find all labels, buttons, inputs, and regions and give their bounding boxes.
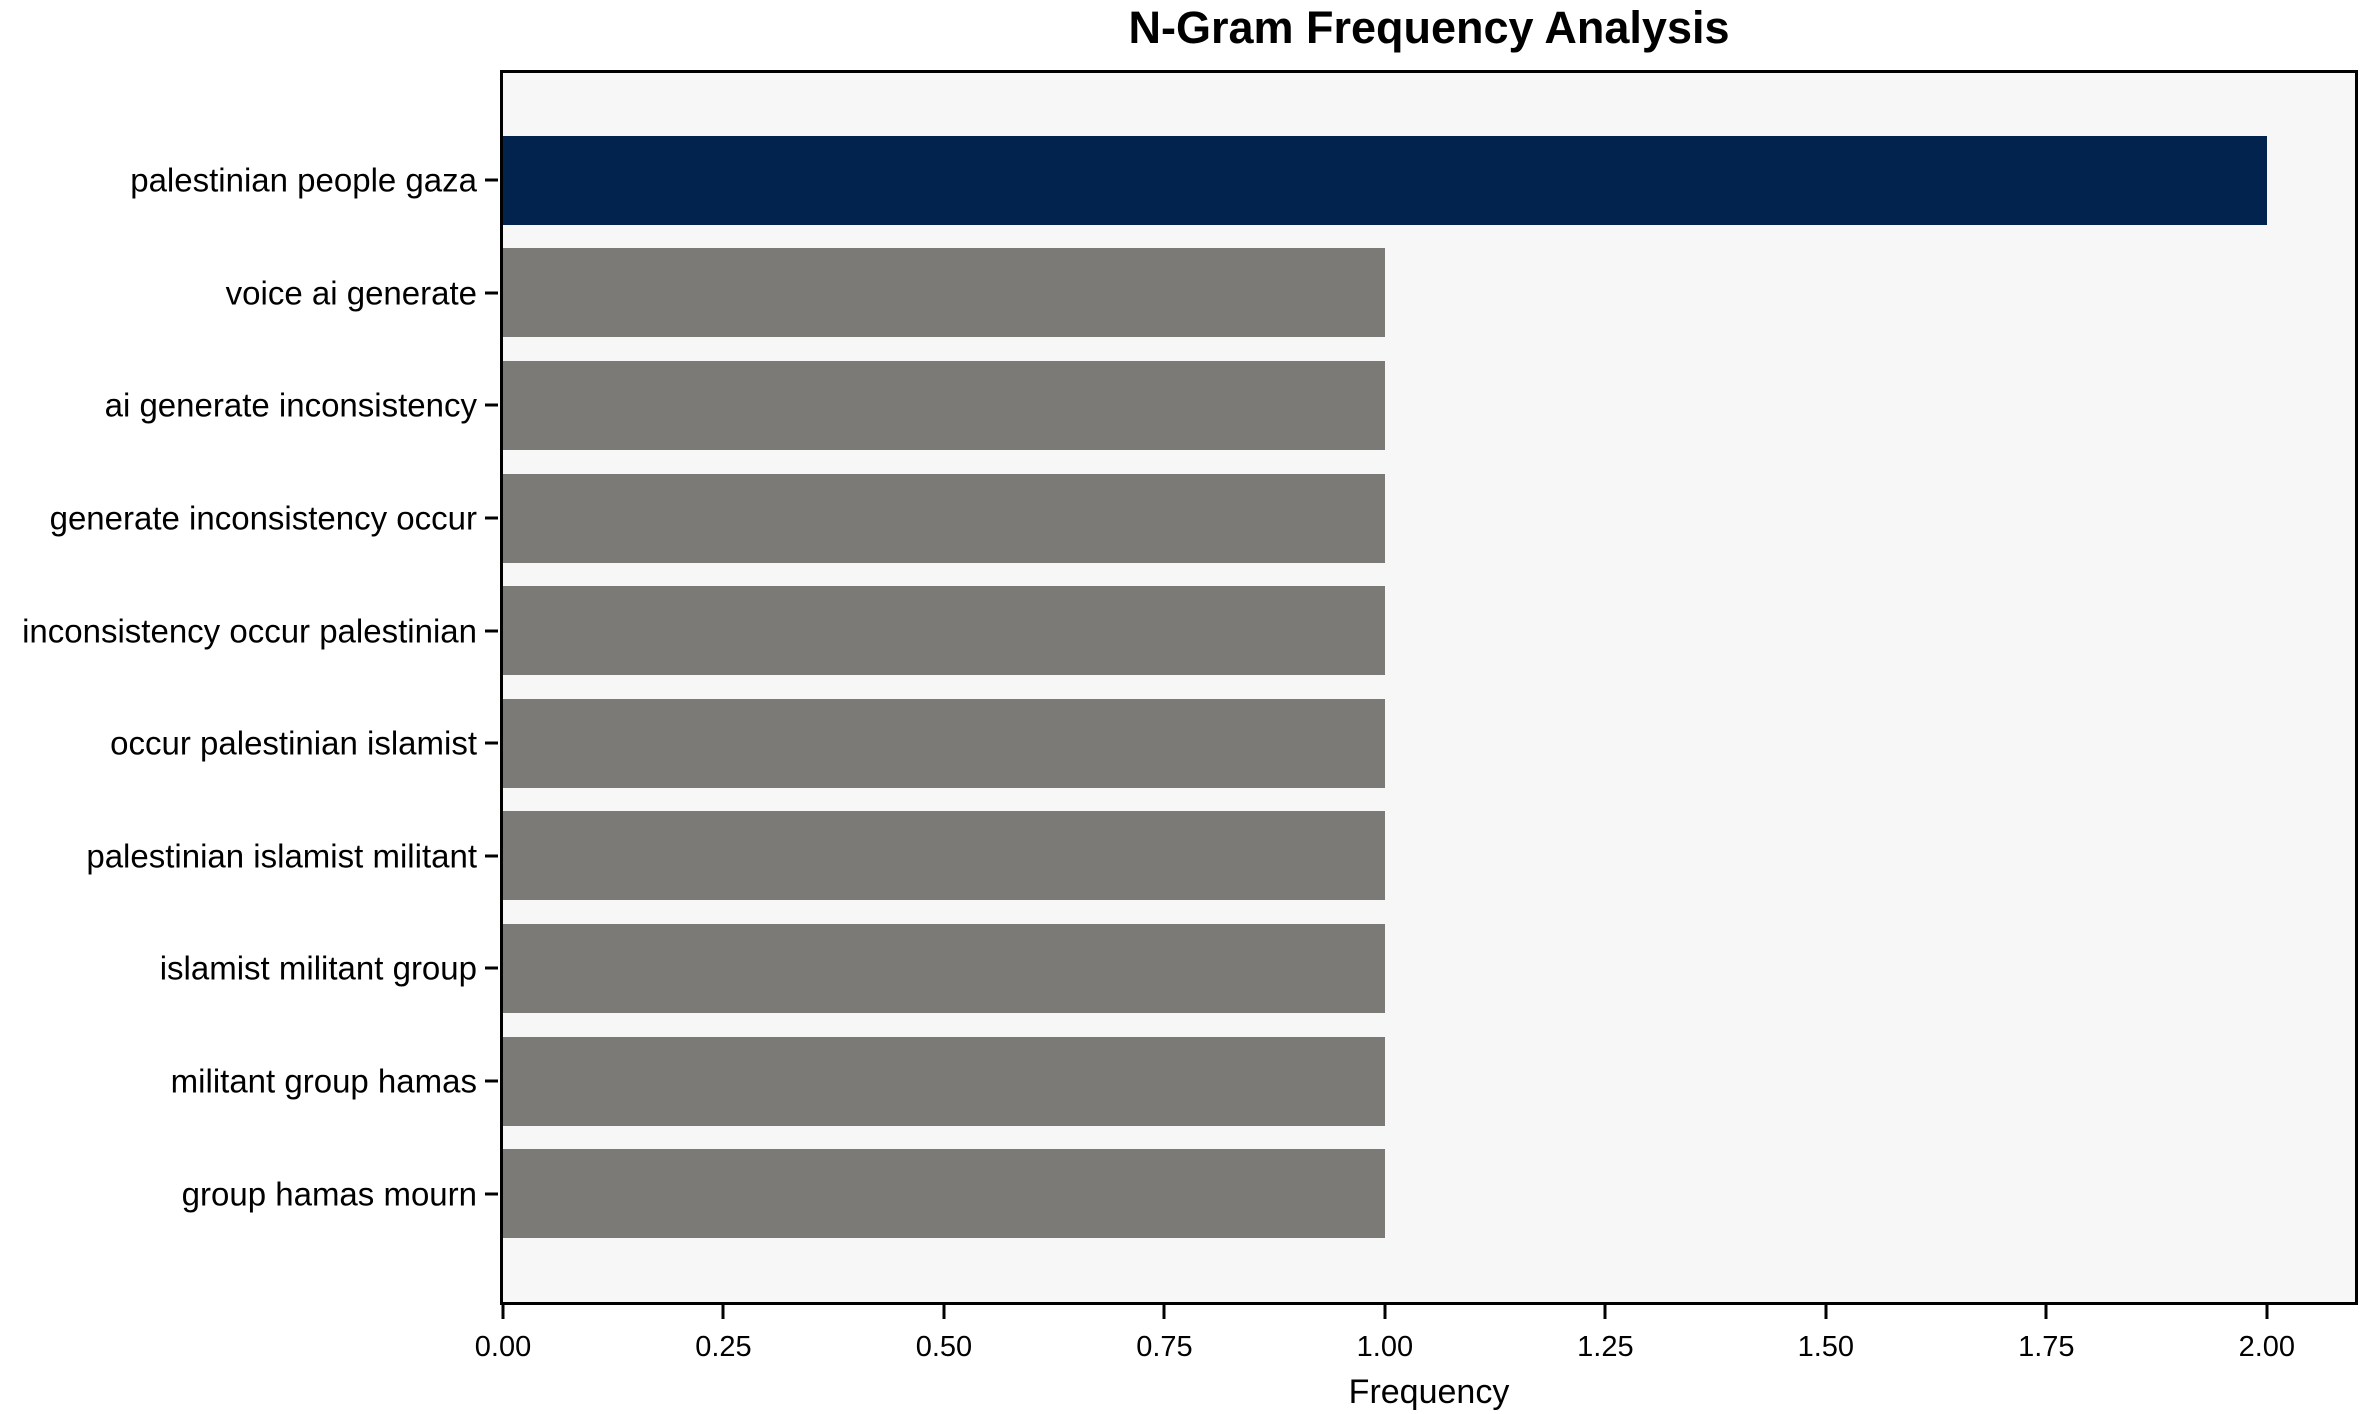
x-tick-label: 0.75 <box>1136 1331 1193 1363</box>
y-tick-mark <box>485 403 498 407</box>
x-tick-label: 1.75 <box>2018 1331 2075 1363</box>
x-tick-label: 0.25 <box>695 1331 752 1363</box>
x-tick-mark <box>2265 1305 2269 1319</box>
bar <box>503 473 1385 563</box>
x-tick-mark <box>942 1305 946 1319</box>
chart-title: N-Gram Frequency Analysis <box>1128 2 1730 53</box>
x-tick-mark <box>1383 1305 1387 1319</box>
bar-row: group hamas mourn <box>182 1137 2355 1250</box>
x-tick-mark <box>501 1305 505 1319</box>
y-tick-label: voice ai generate <box>225 274 477 312</box>
bar <box>503 135 2267 225</box>
x-tick-label: 1.25 <box>1577 1331 1634 1363</box>
x-tick-label: 1.00 <box>1356 1331 1414 1363</box>
y-tick-label: generate inconsistency occur <box>49 499 477 537</box>
bar-row: islamist militant group <box>160 912 2355 1025</box>
y-tick-label: ai generate inconsistency <box>104 386 477 424</box>
y-tick-mark <box>485 741 498 745</box>
x-tick-mark <box>1162 1305 1166 1319</box>
x-tick-label: 0.00 <box>474 1331 532 1363</box>
x-tick-label: 2.00 <box>2238 1331 2296 1363</box>
bar <box>503 1149 1385 1239</box>
x-tick-mark <box>1824 1305 1828 1319</box>
y-tick-label: inconsistency occur palestinian <box>22 612 477 650</box>
bar <box>503 361 1385 450</box>
plot-area: palestinian people gaza voice ai generate… <box>22 70 2358 1409</box>
bar-row: occur palestinian islamist <box>110 687 2355 800</box>
y-tick-label: islamist militant group <box>159 949 477 987</box>
bar <box>503 248 1385 338</box>
x-tick-label: 1.50 <box>1797 1331 1855 1363</box>
x-tick-mark <box>721 1305 725 1319</box>
y-tick-mark <box>485 291 498 295</box>
bar-row: inconsistency occur palestinian <box>22 574 2355 687</box>
x-tick-mark <box>1603 1305 1607 1319</box>
bars-container: palestinian people gaza voice ai generate… <box>22 124 2355 1250</box>
bar-row: ai generate inconsistency <box>105 349 2355 462</box>
x-tick-mark <box>2044 1305 2048 1319</box>
bar <box>503 923 1385 1013</box>
bar-row: voice ai generate <box>226 237 2355 350</box>
y-tick-mark <box>485 854 498 858</box>
x-tick-label: 0.50 <box>915 1331 973 1363</box>
y-tick-mark <box>485 629 498 633</box>
y-tick-mark <box>485 1079 498 1083</box>
y-tick-label: palestinian people gaza <box>130 161 477 199</box>
y-tick-mark <box>485 966 498 970</box>
y-tick-mark <box>485 1192 498 1196</box>
bar <box>503 698 1385 788</box>
y-tick-label: group hamas mourn <box>181 1175 477 1213</box>
bar <box>503 811 1385 901</box>
y-tick-mark <box>485 516 498 520</box>
bar-row: palestinian people gaza <box>130 124 2355 237</box>
y-tick-label: militant group hamas <box>170 1062 477 1100</box>
y-tick-label: occur palestinian islamist <box>110 724 477 762</box>
bar-row: palestinian islamist militant <box>86 800 2355 913</box>
x-axis-label: Frequency <box>1348 1373 1510 1411</box>
y-tick-mark <box>485 178 498 182</box>
bar <box>503 1036 1385 1126</box>
bar <box>503 586 1385 676</box>
bar-row: generate inconsistency occur <box>50 462 2355 575</box>
bar-row: militant group hamas <box>171 1025 2355 1138</box>
y-tick-label: palestinian islamist militant <box>86 837 477 875</box>
